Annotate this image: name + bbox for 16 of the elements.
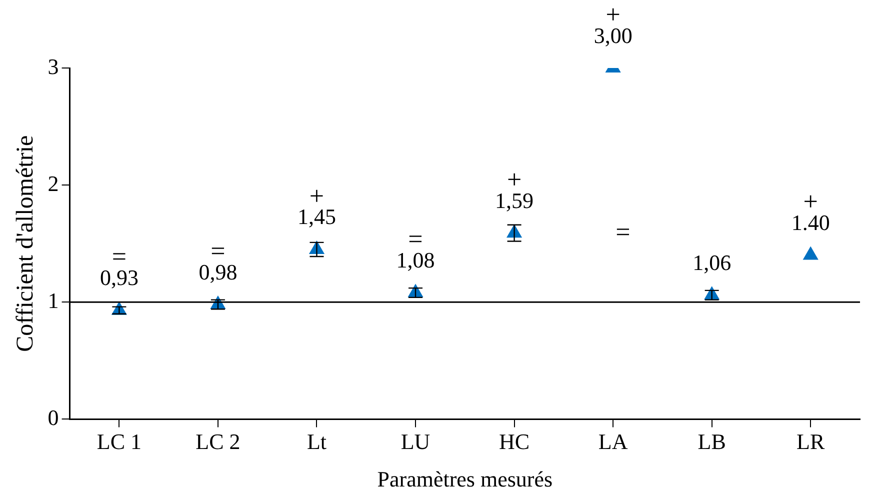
y-tick-label: 1 xyxy=(48,288,59,313)
data-label: 1,06 xyxy=(692,250,732,275)
y-axis-title: Cofficient d'allométrie xyxy=(12,135,39,352)
x-tick-label: LA xyxy=(598,429,628,454)
x-tick-label: LC 2 xyxy=(196,429,240,454)
y-tick-label: 3 xyxy=(48,54,59,79)
x-tick-label: LU xyxy=(400,429,430,454)
x-tick-label: LR xyxy=(796,429,825,454)
y-tick-label: 0 xyxy=(48,404,59,430)
x-tick-label: Lt xyxy=(306,429,327,454)
x-tick-label: HC xyxy=(499,429,530,454)
x-tick-label: LC 1 xyxy=(96,429,142,454)
annotation: = xyxy=(616,217,630,246)
y-tick-label: 2 xyxy=(48,170,59,196)
x-axis-title: Paramètres mesurés xyxy=(377,466,553,492)
x-tick-label: LB xyxy=(698,429,726,454)
